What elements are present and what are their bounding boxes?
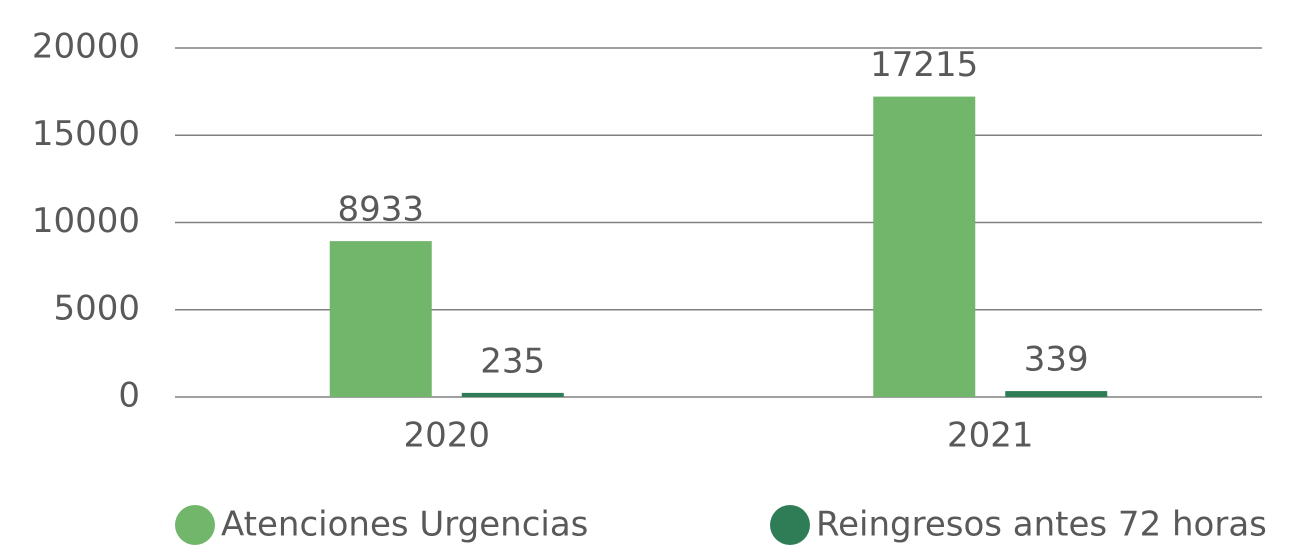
- bar: [329, 241, 432, 397]
- bar: [461, 392, 564, 397]
- legend-label: Atenciones Urgencias: [221, 505, 588, 545]
- y-tick-label: 10000: [32, 201, 140, 241]
- legend-marker: [175, 505, 215, 545]
- y-tick-label: 0: [118, 376, 140, 416]
- data-label: 17215: [870, 45, 978, 85]
- legend-marker: [770, 505, 810, 545]
- data-label: 339: [1024, 340, 1089, 380]
- y-tick-label: 20000: [32, 27, 140, 67]
- bar: [1005, 391, 1108, 397]
- legend-label: Reingresos antes 72 horas: [816, 505, 1267, 545]
- bar: [873, 96, 976, 397]
- data-label: 8933: [337, 190, 424, 230]
- y-tick-label: 5000: [53, 288, 140, 328]
- x-tick-label: 2021: [947, 416, 1034, 456]
- y-tick-label: 15000: [32, 114, 140, 154]
- x-tick-label: 2020: [403, 416, 490, 456]
- data-label: 235: [480, 341, 545, 381]
